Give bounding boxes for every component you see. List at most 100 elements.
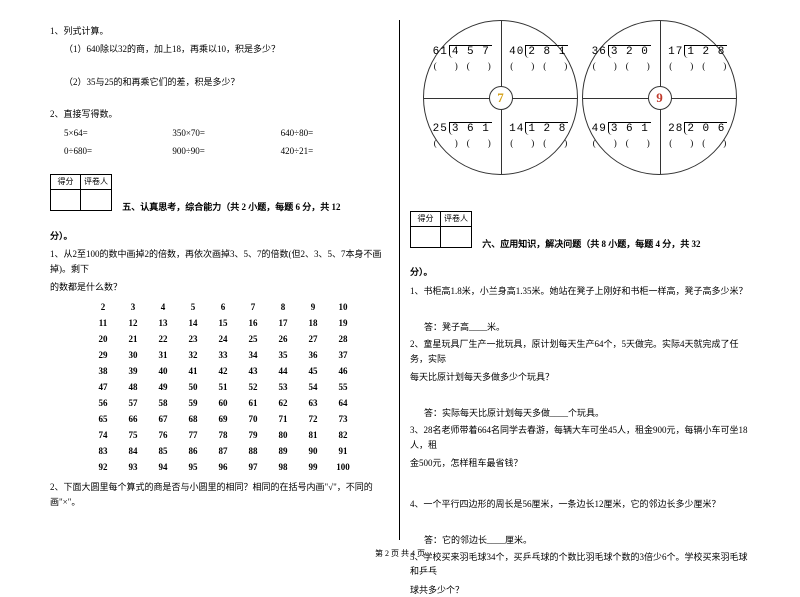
grid-number: 24 (210, 334, 236, 344)
grid-number: 84 (120, 446, 146, 456)
grid-number: 31 (150, 350, 176, 360)
grid-number: 88 (240, 446, 266, 456)
calc-row-2: 0÷680= 900÷90= 420÷21= (50, 144, 389, 158)
grid-number: 77 (180, 430, 206, 440)
circles-diagram: 7 614 5 7( ) ( ) 402 8 1( ) ( ) 253 6 1(… (410, 20, 750, 175)
grid-number: 89 (270, 446, 296, 456)
a6-4: 答：它的邻边长____厘米。 (424, 533, 750, 546)
grid-number: 51 (210, 382, 236, 392)
grid-number: 56 (90, 398, 116, 408)
grid-number: 93 (120, 462, 146, 472)
q6-3b: 金500元，怎样租车最省钱？ (410, 456, 750, 470)
c1-tr: 402 8 1( ) ( ) (501, 21, 578, 98)
grid-number: 52 (240, 382, 266, 392)
grader-blank (81, 190, 111, 210)
circle-2: 9 363 2 0( ) ( ) 171 2 8( ) ( ) 493 6 1(… (582, 20, 737, 175)
grid-number: 59 (180, 398, 206, 408)
grid-number: 97 (240, 462, 266, 472)
grid-number: 20 (90, 334, 116, 344)
q6-3a: 3、28名老师带着664名同学去春游，每辆大车可坐45人，租金900元，每辆小车… (410, 423, 750, 452)
grid-number: 34 (240, 350, 266, 360)
section-5-title: 五、认真思考，综合能力（共 2 小题，每题 6 分，共 12 (122, 202, 340, 212)
grid-number: 7 (240, 302, 266, 312)
grid-number: 33 (210, 350, 236, 360)
grid-number: 78 (210, 430, 236, 440)
grid-number: 100 (330, 462, 356, 472)
calc-5: 900÷90= (172, 144, 280, 158)
grid-number: 86 (180, 446, 206, 456)
calc-6: 420÷21= (281, 144, 389, 158)
grid-number: 9 (300, 302, 326, 312)
q6-2a: 2、童星玩具厂生产一批玩具，原计划每天生产64个，5天做完。实际4天就完成了任务… (410, 337, 750, 366)
score-label-2: 得分 (411, 212, 441, 226)
circle-1: 7 614 5 7( ) ( ) 402 8 1( ) ( ) 253 6 1(… (423, 20, 578, 175)
grid-number: 70 (240, 414, 266, 424)
grid-number: 67 (150, 414, 176, 424)
grid-number: 98 (270, 462, 296, 472)
grid-number: 94 (150, 462, 176, 472)
grader-label: 评卷人 (81, 175, 111, 189)
grid-number: 22 (150, 334, 176, 344)
grid-number: 6 (210, 302, 236, 312)
grid-number: 30 (120, 350, 146, 360)
grid-number: 63 (300, 398, 326, 408)
score-label: 得分 (51, 175, 81, 189)
circle-2-center: 9 (648, 86, 672, 110)
c2-tr: 171 2 8( ) ( ) (660, 21, 737, 98)
q6-5b: 球共多少个？ (410, 583, 750, 597)
calc-4: 0÷680= (64, 144, 172, 158)
grid-number: 42 (210, 366, 236, 376)
grid-number: 38 (90, 366, 116, 376)
score-blank-2 (411, 227, 441, 247)
grid-number: 66 (120, 414, 146, 424)
grid-number: 36 (300, 350, 326, 360)
c1-bl: 253 6 1( ) ( ) (424, 98, 501, 175)
grid-number: 90 (300, 446, 326, 456)
c2-tl: 363 2 0( ) ( ) (583, 21, 660, 98)
grid-number: 95 (180, 462, 206, 472)
grid-number: 58 (150, 398, 176, 408)
grid-number: 80 (270, 430, 296, 440)
grid-number: 43 (240, 366, 266, 376)
q1-1: （1）640除以32的商，加上18，再乘以10，积是多少？ (50, 42, 389, 56)
grid-number: 26 (270, 334, 296, 344)
grid-number: 85 (150, 446, 176, 456)
a6-1: 答：凳子高____米。 (424, 320, 750, 333)
grid-number: 82 (330, 430, 356, 440)
grid-number: 44 (270, 366, 296, 376)
grid-number: 28 (330, 334, 356, 344)
q6-4: 4、一个平行四边形的周长是56厘米，一条边长12厘米，它的邻边长多少厘米？ (410, 497, 750, 511)
grid-number: 13 (150, 318, 176, 328)
grid-number: 79 (240, 430, 266, 440)
grid-number: 27 (300, 334, 326, 344)
grid-number: 61 (240, 398, 266, 408)
grid-number: 45 (300, 366, 326, 376)
grader-label-2: 评卷人 (441, 212, 471, 226)
number-grid: 2345678910111213141516171819202122232425… (90, 302, 389, 472)
grid-number: 74 (90, 430, 116, 440)
q5-2: 2、下面大圆里每个算式的商是否与小圆里的相同？相同的在括号内画"√"，不同的画"… (50, 480, 389, 509)
grid-number: 60 (210, 398, 236, 408)
grid-number: 23 (180, 334, 206, 344)
c2-br: 282 0 6( ) ( ) (660, 98, 737, 175)
grid-number: 40 (150, 366, 176, 376)
grid-number: 15 (210, 318, 236, 328)
grid-number: 3 (120, 302, 146, 312)
grid-number: 72 (300, 414, 326, 424)
c1-br: 141 2 8( ) ( ) (501, 98, 578, 175)
grid-number: 50 (180, 382, 206, 392)
grid-number: 32 (180, 350, 206, 360)
right-column: 7 614 5 7( ) ( ) 402 8 1( ) ( ) 253 6 1(… (400, 20, 760, 540)
grid-number: 73 (330, 414, 356, 424)
grid-number: 47 (90, 382, 116, 392)
grid-number: 35 (270, 350, 296, 360)
grid-number: 46 (330, 366, 356, 376)
grid-number: 69 (210, 414, 236, 424)
grid-number: 21 (120, 334, 146, 344)
grid-number: 16 (240, 318, 266, 328)
grid-number: 5 (180, 302, 206, 312)
grid-number: 83 (90, 446, 116, 456)
q2-title: 2、直接写得数。 (50, 107, 389, 121)
grid-number: 99 (300, 462, 326, 472)
q1-2: （2）35与25的和再乘它们的差，积是多少？ (50, 75, 389, 89)
